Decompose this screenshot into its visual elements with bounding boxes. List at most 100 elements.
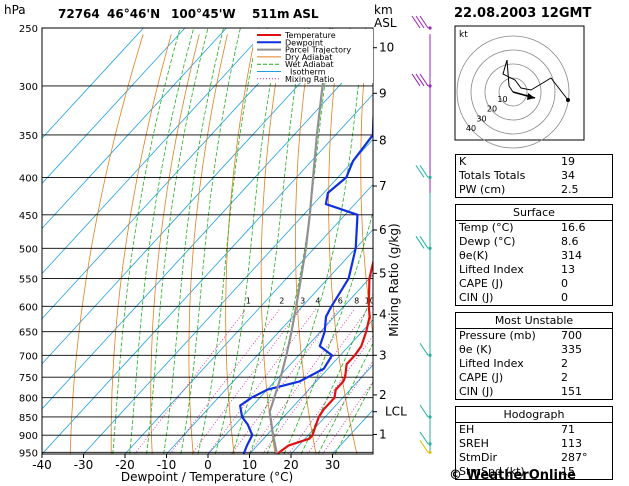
surface-row: Lifted Index 13 <box>459 263 575 276</box>
mixing-ratio-line <box>231 308 339 454</box>
hodograph-ring <box>484 63 542 121</box>
hodograph-ring-label: 20 <box>487 105 497 114</box>
height-tick-label: 2 <box>379 388 387 402</box>
general-indices-box: K 19 Totals Totals 34 PW (cm) 2.5 <box>455 154 613 198</box>
dry-adiabat-line <box>69 34 144 454</box>
wet-adiabat-line <box>180 28 241 454</box>
wind-barb <box>415 236 425 249</box>
isotherm-line <box>42 28 186 184</box>
surface-row: CAPE (J) 0 <box>459 277 568 290</box>
mixing-ratio-label: 8 <box>354 296 359 305</box>
mixing-ratio-line <box>134 308 247 454</box>
isotherm-line <box>42 93 373 454</box>
hodo-row: StmSpd (kt) 15 <box>459 465 575 478</box>
height-tick-label: 5 <box>379 266 387 280</box>
wind-barb <box>419 73 429 87</box>
pressure-tick-label: 600 <box>19 302 38 313</box>
x-tick-label: 0 <box>204 458 212 472</box>
isotherm-line <box>42 28 310 320</box>
height-tick-label: 3 <box>379 348 387 362</box>
wet-adiabat-line <box>249 28 333 454</box>
hodograph-box: Hodograph EH 71 SREH 113 StmDir 287° StmSpd… <box>455 406 613 480</box>
x-tick-label: -30 <box>74 458 94 472</box>
wind-barb <box>419 431 429 445</box>
most-unstable-box: Most Unstable Pressure (mb) 700 θe (K) 335… <box>455 312 613 400</box>
mixing-ratio-line <box>288 334 373 454</box>
grid-layer: 1 2 3 4 6 8 10 15 20 25 <box>42 28 417 454</box>
isotherm-line <box>42 28 352 365</box>
station-elev-ref: ASL <box>293 7 319 21</box>
wind-barb <box>419 404 429 418</box>
legend-label: Wet Adiabat <box>285 60 334 69</box>
wet-adiabat-line <box>283 210 373 454</box>
wind-barb-dot <box>428 26 432 30</box>
wet-adiabat-line <box>214 28 281 454</box>
surface-row: Dewp (°C) 8.6 <box>459 235 579 248</box>
height-tick-label: 8 <box>379 133 387 147</box>
mixing-ratio-axis-label: Mixing Ratio (g/kg) <box>387 223 401 336</box>
legend-label: Temperature <box>284 31 336 40</box>
pressure-tick-label: 800 <box>19 394 38 405</box>
isotherm-line <box>249 319 373 454</box>
pressure-tick-label: 400 <box>19 173 38 184</box>
mixing-ratio-line <box>169 308 281 454</box>
surface-row: CIN (J) 0 <box>459 291 568 304</box>
wind-barb <box>419 15 429 29</box>
index-row-pw: PW (cm) 2.5 <box>459 183 579 196</box>
mu-row: Lifted Index 2 <box>459 357 568 370</box>
height-tick-label: 9 <box>379 86 387 100</box>
pressure-tick-label: 700 <box>19 351 38 362</box>
mixing-ratio-label: 20 <box>407 296 417 305</box>
mixing-ratio-label: 6 <box>338 296 343 305</box>
hodograph-frame <box>454 25 585 141</box>
wind-barb <box>415 165 425 178</box>
wet-adiabat-line <box>112 28 181 454</box>
mixing-ratio-line <box>322 381 373 454</box>
x-tick-label: -20 <box>115 458 135 472</box>
wind-barb <box>419 440 429 453</box>
pressure-tick-label: 250 <box>19 24 38 35</box>
dry-adiabat-line <box>294 34 317 454</box>
wet-adiabat-line <box>129 28 195 454</box>
wind-barb-dot <box>428 450 432 454</box>
hodo-row: EH 71 <box>459 423 575 436</box>
wind-barb <box>415 73 425 87</box>
index-row-totals: Totals Totals 34 <box>459 169 575 182</box>
wind-barb-dot <box>428 84 432 88</box>
isotherm-line <box>42 28 144 139</box>
sounding-curves <box>239 28 373 454</box>
x-tick-label: 20 <box>283 458 298 472</box>
isotherm-line <box>124 183 373 454</box>
hodo-row: SREH 113 <box>459 437 582 450</box>
height-tick-label: 1 <box>379 427 387 441</box>
legend-label: Dewpoint <box>285 38 323 47</box>
wet-adiabat-line <box>266 28 366 454</box>
hodograph-ring-label: 10 <box>497 95 507 104</box>
station-lat: 46°46'N <box>107 7 160 21</box>
height-unit-km: km <box>374 3 393 17</box>
height-tick-label: 4 <box>379 308 387 322</box>
pressure-tick-label: 350 <box>19 131 38 142</box>
isotherm-line <box>290 364 373 454</box>
dry-adiabat-line <box>225 34 256 454</box>
station-id: 72764 <box>58 7 100 21</box>
legend-label: Dry Adiabat <box>285 53 332 62</box>
temperature-curve <box>276 258 373 454</box>
hodograph-ring <box>456 35 570 149</box>
parcel-curve <box>268 28 332 454</box>
pressure-tick-label: 300 <box>19 82 38 93</box>
dry-adiabat-line <box>188 34 228 454</box>
wind-profile <box>411 15 432 454</box>
mixing-ratio-label: 3 <box>300 296 305 305</box>
wet-adiabat-line <box>163 28 224 454</box>
station-lon: 100°45'W <box>171 7 236 21</box>
axis-layer: 2503003504004505005506006507007508008509… <box>19 24 407 472</box>
x-tick-label: -10 <box>157 458 177 472</box>
x-tick-label: 30 <box>325 458 340 472</box>
mixing-ratio-label: 4 <box>315 296 320 305</box>
pressure-tick-label: 750 <box>19 373 38 384</box>
index-row-k: K 19 <box>459 155 575 168</box>
hodograph-end-dot <box>566 98 570 102</box>
